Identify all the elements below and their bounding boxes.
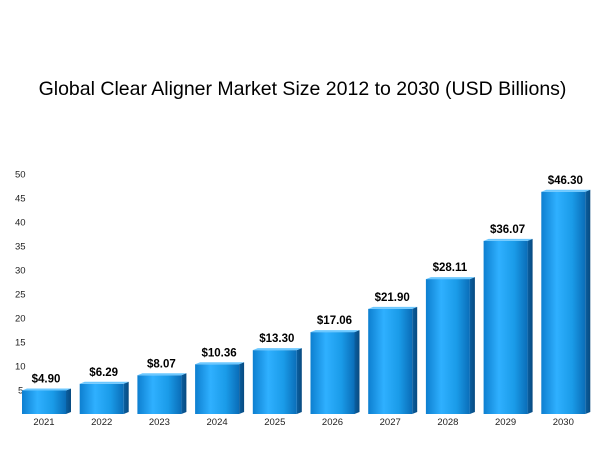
bar-top [137,373,187,376]
bar-top [368,306,418,309]
y-tick-label: 20 [15,314,26,325]
bar [22,388,71,414]
x-tick-label: 2030 [553,417,574,428]
bar-front [310,332,355,414]
bar-front [252,350,297,414]
y-tick-label: 25 [15,290,26,301]
bar-side [123,381,129,414]
bar-side [412,306,418,414]
bar-front [368,308,413,414]
data-label: $46.30 [548,175,583,187]
bar-top [252,348,302,351]
chart-title: Global Clear Aligner Market Size 2012 to… [38,78,567,100]
bar-top [541,189,591,192]
bar [368,306,418,414]
bar-top [310,330,360,333]
bar [252,348,302,414]
bar-top [425,277,475,280]
bar-front [483,240,528,414]
x-tick-label: 2027 [380,417,401,428]
x-tick-label: 2022 [91,417,112,428]
data-label: $10.36 [202,347,237,359]
x-tick-label: 2026 [322,417,343,428]
data-label: $13.30 [259,333,294,345]
bar-side [527,238,533,414]
data-label: $6.29 [89,367,118,379]
x-tick-label: 2021 [33,417,54,428]
bar [195,362,245,414]
bar-front [425,279,470,414]
bar [79,381,129,414]
data-label: $4.90 [32,373,61,385]
x-tick-label: 2025 [264,417,285,428]
bar-top [483,238,533,241]
bar-side [296,348,302,414]
y-tick-label: 10 [15,362,26,373]
bar-side [181,373,187,414]
bar-front [137,375,182,414]
bar-front [22,390,66,414]
y-tick-label: 30 [15,266,26,277]
x-tick-label: 2023 [149,417,170,428]
bar [310,330,360,414]
x-tick-label: 2029 [495,417,516,428]
data-label: $8.07 [147,358,176,370]
data-label: $17.06 [317,315,352,327]
bar-side [66,388,71,414]
bar [541,189,591,414]
y-tick-label: 45 [15,194,26,205]
data-label: $28.11 [433,262,468,274]
x-tick-label: 2028 [437,417,458,428]
bar-side [239,362,245,414]
bar-front [79,383,124,414]
bar [425,277,475,414]
y-tick-label: 35 [15,242,26,253]
bar-side [354,330,360,414]
y-tick-label: 40 [15,218,26,229]
bar-side [585,189,591,414]
y-tick-label: 15 [15,338,26,349]
bar-front [195,364,240,414]
y-tick-label: 5 [18,386,23,397]
bar [137,373,187,414]
bar-front [541,191,586,414]
bar-top [195,362,245,365]
y-tick-label: 50 [15,170,26,181]
data-label: $36.07 [490,224,525,236]
bar-top [79,381,129,384]
data-label: $21.90 [375,292,410,304]
bar [483,238,533,414]
bar-side [469,277,475,414]
x-tick-label: 2024 [207,417,228,428]
bar-top [22,388,71,391]
